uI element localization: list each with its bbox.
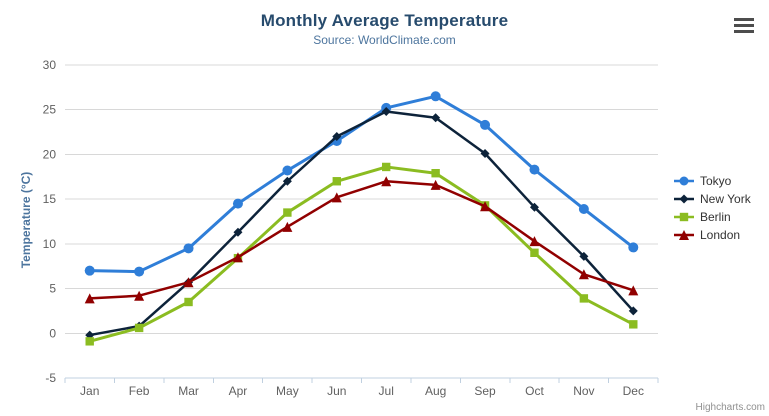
data-point-berlin-jul[interactable] xyxy=(382,162,391,172)
y-axis-label: 10 xyxy=(43,237,57,251)
legend-item-new-york[interactable]: New York xyxy=(674,190,751,207)
credits-link[interactable]: Highcharts.com xyxy=(695,402,765,413)
y-axis-label: 20 xyxy=(43,147,57,161)
series-line-london[interactable] xyxy=(88,180,635,300)
y-axis-label: 15 xyxy=(43,192,57,206)
data-point-new-york-may[interactable] xyxy=(282,176,292,186)
data-point-berlin-oct[interactable] xyxy=(530,248,539,257)
data-point-tokyo-nov[interactable] xyxy=(578,203,589,214)
y-axis-label: -5 xyxy=(45,371,56,385)
data-point-london-dec[interactable] xyxy=(628,285,639,296)
series-line-new-york[interactable] xyxy=(88,110,635,337)
data-point-new-york-nov[interactable] xyxy=(579,251,589,261)
data-point-london-mar[interactable] xyxy=(183,277,194,288)
data-point-new-york-oct[interactable] xyxy=(529,202,539,212)
data-point-tokyo-jan[interactable] xyxy=(84,265,95,276)
x-axis-label-nov: Nov xyxy=(573,384,594,398)
y-axis-label: 25 xyxy=(43,103,57,117)
data-point-berlin-dec[interactable] xyxy=(629,320,638,329)
x-axis-label-oct: Oct xyxy=(525,384,544,398)
legend-marker-tokyo xyxy=(674,176,694,185)
x-axis-label-mar: Mar xyxy=(178,384,199,398)
x-axis-label-jun: Jun xyxy=(327,384,346,398)
series-line-berlin[interactable] xyxy=(88,165,635,343)
legend-label-tokyo: Tokyo xyxy=(700,173,732,188)
series-london xyxy=(84,176,639,304)
data-point-tokyo-dec[interactable] xyxy=(628,242,639,253)
data-point-new-york-sep[interactable] xyxy=(480,149,490,159)
y-axis-label: 30 xyxy=(43,58,57,72)
data-point-berlin-may[interactable] xyxy=(283,208,292,217)
x-axis-label-jul: Jul xyxy=(379,384,394,398)
legend-label-berlin: Berlin xyxy=(700,209,731,224)
chart-subtitle: Source: WorldClimate.com xyxy=(313,33,456,47)
data-point-london-oct[interactable] xyxy=(529,236,540,247)
data-point-london-aug[interactable] xyxy=(430,179,441,190)
hamburger-icon xyxy=(734,17,754,33)
data-point-berlin-jan[interactable] xyxy=(85,337,94,346)
data-point-london-may[interactable] xyxy=(282,221,293,232)
legend-label-london: London xyxy=(700,227,741,242)
data-point-new-york-aug[interactable] xyxy=(431,113,441,123)
x-axis-label-aug: Aug xyxy=(425,384,446,398)
x-axis-label-may: May xyxy=(276,384,299,398)
data-point-tokyo-oct[interactable] xyxy=(529,164,540,175)
legend-item-tokyo[interactable]: Tokyo xyxy=(674,172,751,189)
data-point-new-york-jun[interactable] xyxy=(332,132,342,142)
y-axis-title: Temperature (°C) xyxy=(19,171,33,269)
data-point-berlin-jun[interactable] xyxy=(332,177,341,186)
data-point-berlin-aug[interactable] xyxy=(431,169,440,178)
legend-marker-london xyxy=(674,229,694,240)
y-axis-label: 0 xyxy=(49,326,56,340)
data-point-new-york-jul[interactable] xyxy=(381,107,391,117)
x-axis-label-dec: Dec xyxy=(623,384,644,398)
series-tokyo xyxy=(84,91,639,277)
series-line-tokyo[interactable] xyxy=(88,94,635,274)
data-point-london-jun[interactable] xyxy=(331,192,342,203)
y-axis-label: 5 xyxy=(49,282,56,296)
series-new-york xyxy=(85,107,638,340)
x-axis-label-apr: Apr xyxy=(229,384,248,398)
data-point-tokyo-feb[interactable] xyxy=(134,266,145,277)
data-point-london-sep[interactable] xyxy=(480,201,491,212)
data-point-london-apr[interactable] xyxy=(232,252,243,263)
data-point-berlin-feb[interactable] xyxy=(134,323,144,333)
data-point-berlin-mar[interactable] xyxy=(184,297,193,307)
x-axis-label-jan: Jan xyxy=(80,384,99,398)
legend: Tokyo New York Berlin London xyxy=(674,172,751,243)
data-point-london-feb[interactable] xyxy=(134,290,145,301)
data-point-tokyo-aug[interactable] xyxy=(430,91,441,102)
data-point-london-jan[interactable] xyxy=(84,293,95,304)
data-point-tokyo-sep[interactable] xyxy=(480,119,491,130)
data-point-london-nov[interactable] xyxy=(578,269,589,280)
data-point-new-york-apr[interactable] xyxy=(233,227,243,237)
data-point-tokyo-may[interactable] xyxy=(282,165,293,176)
export-context-menu-button[interactable] xyxy=(731,13,757,37)
data-point-tokyo-mar[interactable] xyxy=(183,243,194,254)
x-axis-label-sep: Sep xyxy=(474,384,496,398)
legend-marker-new-york xyxy=(674,194,694,203)
data-point-london-jul[interactable] xyxy=(381,176,392,187)
chart-title: Monthly Average Temperature xyxy=(260,11,509,30)
x-axis-label-feb: Feb xyxy=(129,384,150,398)
data-point-new-york-dec[interactable] xyxy=(628,306,638,316)
legend-marker-berlin xyxy=(674,212,694,221)
legend-item-london[interactable]: London xyxy=(674,226,751,243)
data-point-tokyo-apr[interactable] xyxy=(232,198,243,209)
legend-label-new-york: New York xyxy=(700,191,751,206)
legend-item-berlin[interactable]: Berlin xyxy=(674,208,751,225)
data-point-berlin-nov[interactable] xyxy=(579,294,589,303)
